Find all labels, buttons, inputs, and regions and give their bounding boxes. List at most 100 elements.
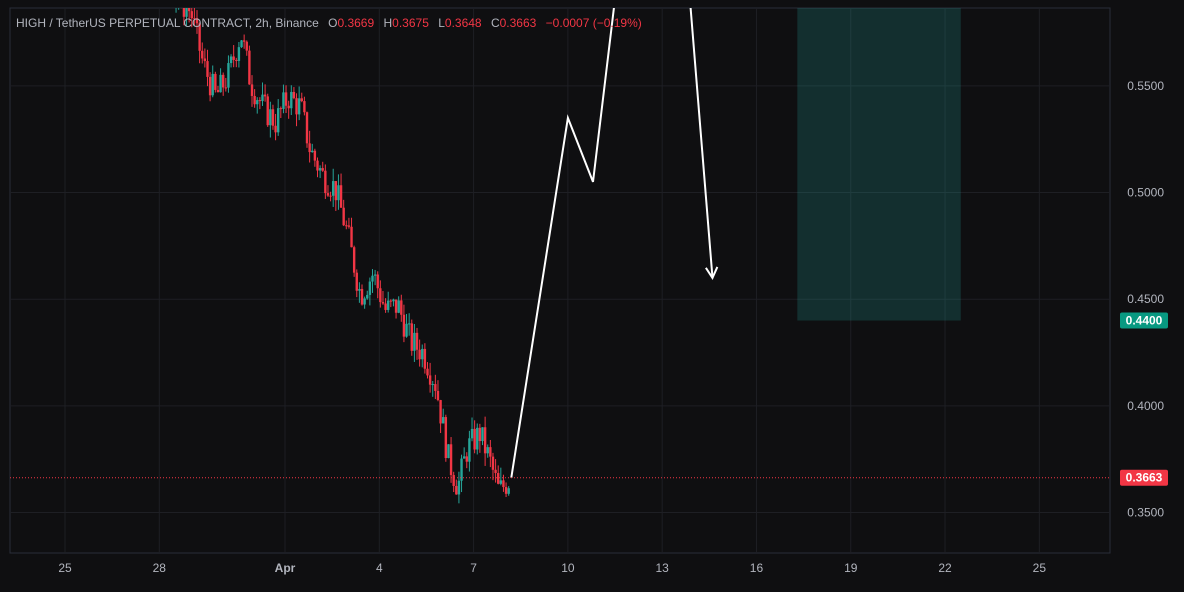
candle bbox=[287, 100, 290, 119]
candle-body bbox=[263, 94, 267, 97]
candle-body bbox=[250, 84, 254, 96]
candle-body bbox=[499, 480, 503, 484]
candle-body bbox=[221, 74, 225, 88]
candle bbox=[261, 82, 264, 106]
low-label: L bbox=[438, 16, 445, 30]
candle-body bbox=[279, 108, 283, 110]
candle bbox=[300, 92, 303, 103]
candle-body bbox=[421, 348, 424, 360]
candle bbox=[381, 290, 385, 305]
symbol-title: HIGH / TetherUS PERPETUAL CONTRACT, 2h, … bbox=[16, 16, 319, 30]
candle-body bbox=[481, 427, 484, 442]
candle-body bbox=[334, 181, 338, 201]
candle-body bbox=[219, 74, 222, 93]
candle bbox=[410, 319, 413, 356]
candle bbox=[245, 40, 248, 56]
candle bbox=[507, 486, 510, 496]
candle-body bbox=[201, 50, 204, 59]
x-tick-label: 25 bbox=[58, 561, 72, 575]
candle-body bbox=[208, 76, 212, 96]
candle-body bbox=[345, 225, 348, 227]
candle-body bbox=[418, 349, 421, 360]
candle bbox=[355, 269, 358, 298]
close-label: C bbox=[490, 16, 500, 30]
candle-body bbox=[266, 96, 269, 126]
x-tick-label: Apr bbox=[275, 561, 296, 575]
candle bbox=[394, 299, 398, 319]
candle bbox=[366, 290, 369, 300]
candle bbox=[253, 89, 256, 108]
candle bbox=[337, 174, 340, 210]
candle-body bbox=[457, 480, 461, 495]
candle bbox=[208, 72, 212, 102]
candle bbox=[499, 467, 503, 486]
candle-body bbox=[303, 101, 306, 113]
candle-body bbox=[405, 323, 408, 337]
candle bbox=[190, 8, 193, 28]
candle bbox=[324, 164, 327, 199]
candle-body bbox=[203, 58, 207, 62]
candle bbox=[358, 282, 361, 303]
candle-body bbox=[497, 473, 500, 484]
candle bbox=[303, 96, 306, 116]
candle bbox=[195, 10, 199, 34]
candle bbox=[457, 471, 461, 504]
candle-body bbox=[400, 300, 403, 315]
projection-path bbox=[510, 8, 714, 478]
candle-body bbox=[368, 281, 372, 295]
candle bbox=[258, 97, 262, 110]
candle-body bbox=[311, 150, 314, 153]
candle-body bbox=[248, 50, 251, 85]
candle bbox=[187, 8, 191, 23]
candle bbox=[423, 343, 427, 374]
candle bbox=[334, 181, 338, 211]
candle-body bbox=[290, 91, 293, 109]
x-tick-label: 19 bbox=[844, 561, 858, 575]
candle bbox=[400, 294, 403, 322]
candle bbox=[489, 439, 492, 468]
candle-body bbox=[193, 18, 196, 20]
candle-body bbox=[473, 428, 476, 450]
candle-body bbox=[242, 40, 246, 42]
candle bbox=[224, 77, 228, 92]
candle-body bbox=[462, 456, 466, 459]
candle bbox=[345, 220, 348, 230]
candle bbox=[491, 452, 495, 481]
candle-body bbox=[347, 225, 351, 227]
candle-body bbox=[452, 475, 455, 486]
chart-legend: HIGH / TetherUS PERPETUAL CONTRACT, 2h, … bbox=[16, 16, 642, 30]
candle-body bbox=[329, 195, 332, 197]
candle-body bbox=[308, 143, 311, 153]
candle-body bbox=[489, 447, 492, 457]
candle bbox=[332, 168, 335, 207]
candle-body bbox=[360, 288, 364, 305]
candle-body bbox=[198, 23, 201, 51]
candle bbox=[203, 48, 207, 68]
candle bbox=[434, 374, 437, 400]
candle-body bbox=[269, 109, 272, 126]
candle bbox=[313, 148, 317, 167]
candle bbox=[470, 417, 474, 442]
candle bbox=[473, 420, 476, 454]
candle bbox=[279, 106, 283, 119]
candle bbox=[240, 40, 243, 48]
candle-body bbox=[465, 456, 468, 462]
candle bbox=[221, 72, 225, 96]
candle bbox=[439, 399, 442, 434]
x-tick-label: 16 bbox=[750, 561, 764, 575]
open-label: O bbox=[328, 16, 338, 30]
candle-body bbox=[284, 92, 288, 106]
open-value: 0.3669 bbox=[337, 16, 375, 30]
candle-body bbox=[185, 8, 188, 17]
candle bbox=[502, 474, 505, 492]
y-tick-label: 0.4000 bbox=[1127, 399, 1164, 413]
candle bbox=[232, 45, 235, 68]
candle-body bbox=[261, 94, 264, 102]
candle bbox=[342, 199, 345, 227]
x-tick-label: 10 bbox=[561, 561, 575, 575]
candle bbox=[282, 84, 285, 114]
candle bbox=[201, 42, 204, 64]
candle bbox=[418, 339, 421, 367]
